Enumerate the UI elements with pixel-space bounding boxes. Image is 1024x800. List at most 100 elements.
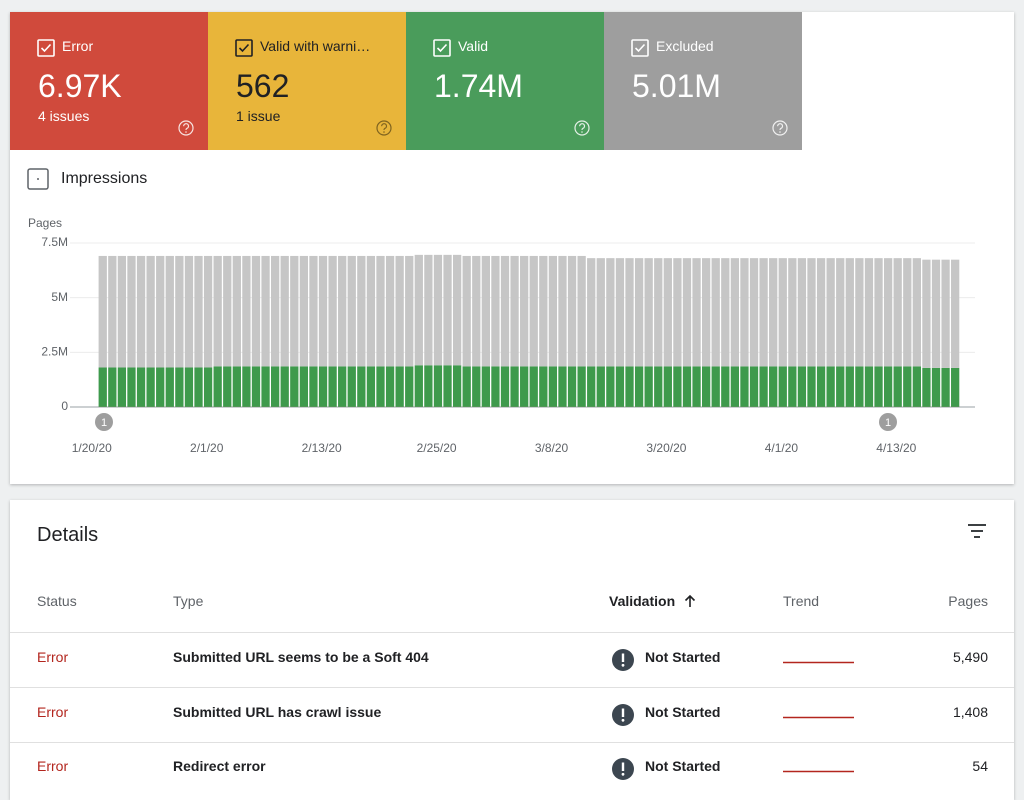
y-tick-label: 0	[61, 399, 68, 413]
bar-segment	[692, 366, 700, 406]
bar-segment	[252, 366, 260, 406]
bar-segment	[194, 367, 202, 406]
bar-segment	[836, 366, 844, 406]
impressions-label: Impressions	[61, 170, 147, 188]
bar-segment	[683, 258, 691, 366]
bar-segment	[99, 367, 107, 406]
bar-segment	[635, 258, 643, 366]
bar-segment	[491, 256, 499, 366]
tile-value: 6.97K	[38, 68, 122, 105]
bar-segment	[482, 256, 490, 366]
bar-segment	[788, 258, 796, 366]
bar-segment	[865, 366, 873, 406]
row-divider	[10, 687, 1014, 688]
status-cell: Error	[37, 704, 68, 720]
bar-segment	[855, 258, 863, 366]
y-tick-label: 7.5M	[41, 235, 68, 249]
bar-segment	[127, 367, 135, 406]
help-icon[interactable]	[572, 118, 592, 138]
bar-segment	[759, 258, 767, 366]
bar-segment	[941, 368, 949, 407]
pages-cell: 5,490	[953, 649, 988, 665]
bar-segment	[386, 366, 394, 406]
bar-segment	[702, 258, 710, 366]
tile-label: Excluded	[656, 38, 714, 54]
tile-label: Valid	[458, 38, 488, 54]
bar-segment	[156, 256, 164, 368]
column-header: Trend	[783, 593, 819, 609]
bar-segment	[204, 256, 212, 368]
status-cell: Error	[37, 649, 68, 665]
bar-segment	[453, 365, 461, 407]
bar-segment	[913, 366, 921, 406]
bar-segment	[597, 258, 605, 366]
tile-checkbox[interactable]	[36, 38, 56, 58]
row-divider	[10, 632, 1014, 633]
bar-segment	[817, 366, 825, 406]
bar-segment	[721, 258, 729, 366]
impressions-checkbox[interactable]	[27, 168, 49, 190]
bar-segment	[798, 258, 806, 366]
bar-segment	[539, 366, 547, 406]
bar-segment	[309, 256, 317, 366]
bar-segment	[606, 366, 614, 406]
bar-segment	[654, 258, 662, 366]
bar-segment	[779, 366, 787, 406]
bar-segment	[894, 366, 902, 406]
bar-segment	[721, 366, 729, 406]
bar-segment	[242, 256, 250, 366]
bar-segment	[367, 366, 375, 406]
bar-segment	[491, 366, 499, 406]
help-icon[interactable]	[374, 118, 394, 138]
bar-segment	[185, 256, 193, 368]
help-icon[interactable]	[770, 118, 790, 138]
tile-checkbox[interactable]	[432, 38, 452, 58]
bar-segment	[549, 256, 557, 366]
bar-segment	[300, 366, 308, 406]
tile-label: Error	[62, 38, 93, 54]
bar-segment	[530, 366, 538, 406]
bar-segment	[702, 366, 710, 406]
pages-cell: 54	[972, 758, 988, 774]
bar-segment	[99, 256, 107, 368]
bar-segment	[932, 368, 940, 407]
bar-segment	[482, 366, 490, 406]
bar-segment	[807, 258, 815, 366]
bar-segment	[261, 256, 269, 366]
annotation-label: 1	[885, 417, 891, 429]
validation-icon	[611, 757, 635, 781]
bar-segment	[424, 365, 432, 407]
bar-segment	[673, 366, 681, 406]
type-cell: Redirect error	[173, 758, 266, 774]
filter-icon[interactable]	[966, 522, 988, 540]
bar-segment	[846, 366, 854, 406]
bar-segment	[108, 256, 116, 368]
annotation-label: 1	[101, 417, 107, 429]
validation-icon	[611, 703, 635, 727]
help-icon[interactable]	[176, 118, 196, 138]
tile-checkbox[interactable]	[234, 38, 254, 58]
bar-segment	[884, 366, 892, 406]
details-card	[10, 500, 1014, 800]
bar-segment	[156, 367, 164, 406]
bar-segment	[271, 366, 279, 406]
bar-segment	[645, 258, 653, 366]
bar-segment	[951, 368, 959, 407]
bar-segment	[118, 256, 126, 368]
bar-segment	[472, 256, 480, 366]
bar-segment	[597, 366, 605, 406]
tile-checkbox[interactable]	[630, 38, 650, 58]
bar-segment	[348, 256, 356, 366]
bar-segment	[357, 256, 365, 366]
bar-segment	[951, 260, 959, 368]
bar-segment	[568, 256, 576, 366]
bar-segment	[463, 366, 471, 406]
sort-arrow[interactable]	[683, 593, 697, 609]
bar-segment	[817, 258, 825, 366]
bar-segment	[300, 256, 308, 366]
bar-segment	[214, 366, 222, 406]
